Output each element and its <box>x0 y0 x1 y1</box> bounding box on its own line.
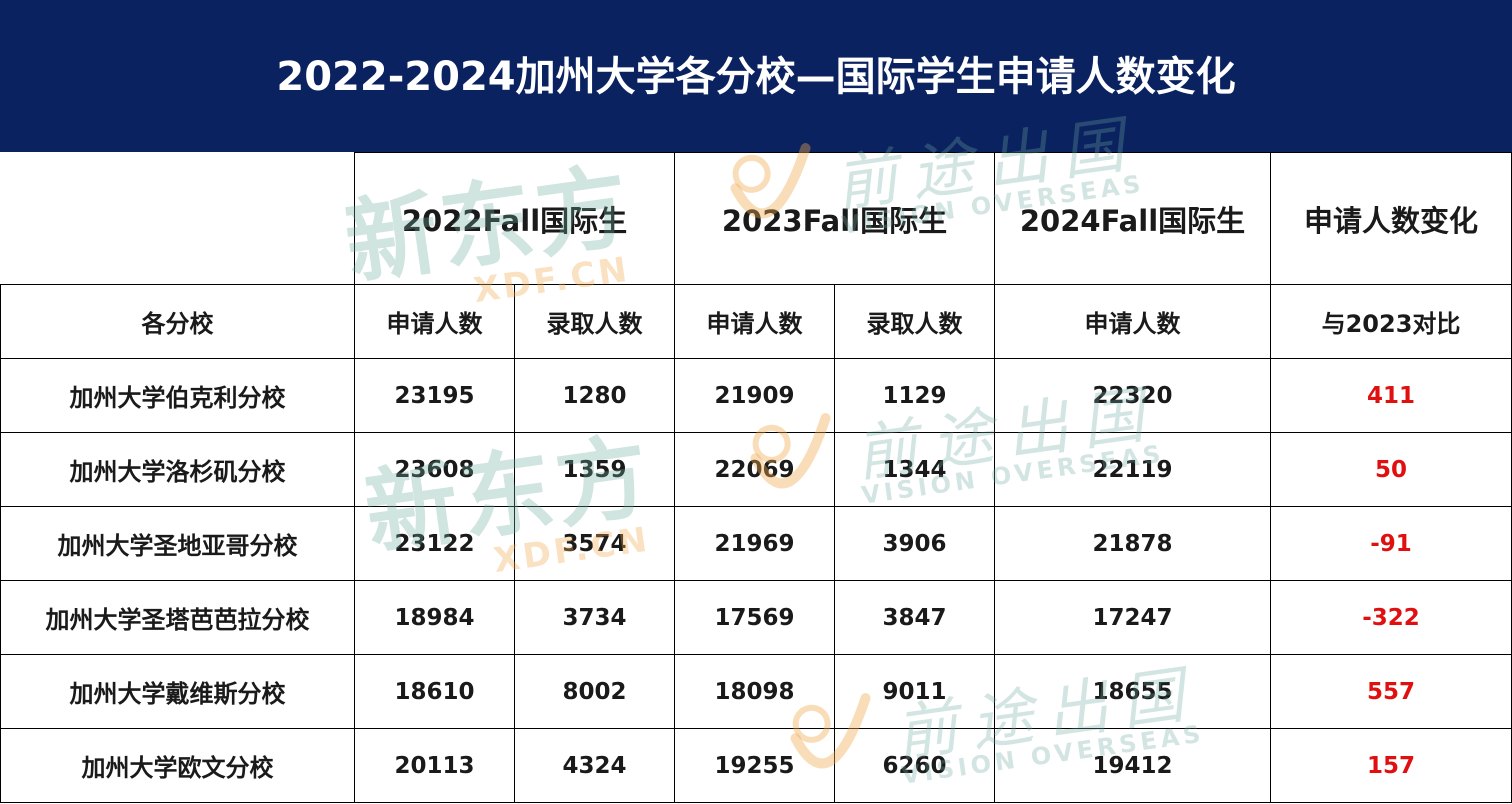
cell-admit-2023: 3906 <box>834 506 995 581</box>
header-group-change: 申请人数变化 <box>1270 152 1512 285</box>
cell-apply-2023: 22069 <box>674 432 835 507</box>
title-bar: 2022-2024加州大学各分校—国际学生申请人数变化 <box>0 0 1512 152</box>
header-group-2023: 2023Fall国际生 <box>674 152 995 285</box>
header-sub-row: 各分校 申请人数 录取人数 申请人数 录取人数 申请人数 与2023对比 <box>0 284 1512 359</box>
page-title: 2022-2024加州大学各分校—国际学生申请人数变化 <box>276 54 1236 100</box>
cell-admit-2023: 1344 <box>834 432 995 507</box>
cell-apply-2024: 17247 <box>994 580 1271 655</box>
cell-admit-2022: 8002 <box>514 654 675 729</box>
cell-apply-2023: 17569 <box>674 580 835 655</box>
cell-change: -91 <box>1270 506 1512 581</box>
table-row: 加州大学圣塔芭芭拉分校 18984 3734 17569 3847 17247 … <box>0 580 1512 655</box>
cell-school: 加州大学欧文分校 <box>0 728 355 803</box>
cell-school: 加州大学伯克利分校 <box>0 358 355 433</box>
cell-apply-2024: 22119 <box>994 432 1271 507</box>
header-apply-2024: 申请人数 <box>994 284 1271 359</box>
table-row: 加州大学戴维斯分校 18610 8002 18098 9011 18655 55… <box>0 654 1512 729</box>
cell-school: 加州大学洛杉矶分校 <box>0 432 355 507</box>
cell-admit-2022: 1359 <box>514 432 675 507</box>
data-table: 2022Fall国际生 2023Fall国际生 2024Fall国际生 申请人数… <box>0 152 1512 803</box>
cell-school: 加州大学圣塔芭芭拉分校 <box>0 580 355 655</box>
cell-apply-2023: 19255 <box>674 728 835 803</box>
table-row: 加州大学欧文分校 20113 4324 19255 6260 19412 157 <box>0 728 1512 803</box>
table-row: 加州大学圣地亚哥分校 23122 3574 21969 3906 21878 -… <box>0 506 1512 581</box>
cell-admit-2022: 1280 <box>514 358 675 433</box>
table-row: 加州大学伯克利分校 23195 1280 21909 1129 22320 41… <box>0 358 1512 433</box>
cell-apply-2022: 23122 <box>354 506 515 581</box>
header-apply-2023: 申请人数 <box>674 284 835 359</box>
header-school: 各分校 <box>0 284 355 359</box>
header-group-row: 2022Fall国际生 2023Fall国际生 2024Fall国际生 申请人数… <box>0 152 1512 285</box>
cell-apply-2023: 21909 <box>674 358 835 433</box>
cell-change: 157 <box>1270 728 1512 803</box>
header-admit-2023: 录取人数 <box>834 284 995 359</box>
cell-admit-2022: 3734 <box>514 580 675 655</box>
cell-admit-2023: 3847 <box>834 580 995 655</box>
cell-apply-2024: 18655 <box>994 654 1271 729</box>
cell-apply-2024: 22320 <box>994 358 1271 433</box>
header-group-2022: 2022Fall国际生 <box>354 152 675 285</box>
cell-change: 411 <box>1270 358 1512 433</box>
table-row: 加州大学洛杉矶分校 23608 1359 22069 1344 22119 50 <box>0 432 1512 507</box>
cell-apply-2023: 21969 <box>674 506 835 581</box>
cell-apply-2022: 18984 <box>354 580 515 655</box>
cell-school: 加州大学圣地亚哥分校 <box>0 506 355 581</box>
cell-admit-2022: 4324 <box>514 728 675 803</box>
cell-admit-2023: 6260 <box>834 728 995 803</box>
cell-apply-2024: 21878 <box>994 506 1271 581</box>
header-group-2024: 2024Fall国际生 <box>994 152 1271 285</box>
cell-apply-2022: 23608 <box>354 432 515 507</box>
cell-admit-2023: 9011 <box>834 654 995 729</box>
header-apply-2022: 申请人数 <box>354 284 515 359</box>
cell-apply-2022: 20113 <box>354 728 515 803</box>
header-admit-2022: 录取人数 <box>514 284 675 359</box>
cell-admit-2022: 3574 <box>514 506 675 581</box>
cell-change: 50 <box>1270 432 1512 507</box>
cell-apply-2022: 18610 <box>354 654 515 729</box>
cell-admit-2023: 1129 <box>834 358 995 433</box>
cell-change: 557 <box>1270 654 1512 729</box>
cell-apply-2024: 19412 <box>994 728 1271 803</box>
cell-apply-2022: 23195 <box>354 358 515 433</box>
cell-school: 加州大学戴维斯分校 <box>0 654 355 729</box>
header-change: 与2023对比 <box>1270 284 1512 359</box>
header-corner <box>0 152 355 285</box>
cell-change: -322 <box>1270 580 1512 655</box>
cell-apply-2023: 18098 <box>674 654 835 729</box>
